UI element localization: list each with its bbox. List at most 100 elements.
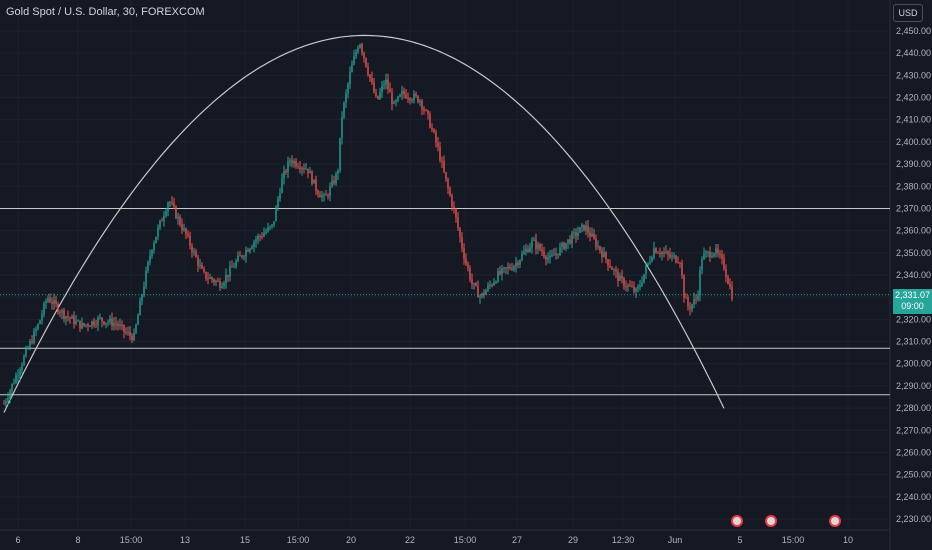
price-tick-label: 2,410.00	[896, 115, 931, 125]
candle-body	[47, 298, 49, 302]
candle-body	[557, 253, 559, 256]
candle-body	[23, 356, 25, 365]
candle-body	[335, 173, 337, 184]
candle-body	[649, 261, 651, 263]
time-axis[interactable]: 6 8 15:00 13 15 15:00 20 22 15:00 27 29 12:30 Jun 5 15…	[15, 535, 853, 545]
event-icon[interactable]	[731, 515, 743, 527]
candle-body	[573, 232, 575, 234]
candle-body	[273, 221, 275, 225]
price-tick-label: 2,240.00	[896, 492, 931, 502]
candle-body	[197, 257, 199, 266]
candle-body	[265, 231, 267, 234]
candle-body	[355, 52, 357, 57]
candle-body	[261, 236, 263, 238]
candle-body	[505, 267, 507, 269]
candle-body	[423, 108, 425, 111]
candle-body	[579, 227, 581, 233]
candle-body	[121, 324, 123, 326]
event-icon[interactable]	[765, 515, 777, 527]
candle-body	[321, 195, 323, 198]
candle-body	[461, 236, 463, 249]
candle-body	[183, 228, 185, 230]
candle-body	[725, 269, 727, 277]
candle-body	[207, 278, 209, 280]
candle-body	[493, 282, 495, 286]
candle-body	[365, 58, 367, 67]
candle-body	[409, 98, 411, 101]
candle-body	[285, 170, 287, 173]
arc-drawing	[3, 34, 725, 413]
time-tick-label: 15	[240, 535, 250, 545]
candle-body	[729, 284, 731, 287]
candle-body	[481, 293, 483, 297]
candle-body	[17, 375, 19, 377]
candle-body	[553, 254, 555, 256]
candle-body	[171, 202, 173, 204]
candle-body	[683, 275, 685, 298]
candle-body	[591, 233, 593, 237]
candle-body	[379, 92, 381, 99]
candle-body	[287, 161, 289, 173]
candle-body	[391, 92, 393, 104]
candle-body	[31, 341, 33, 343]
price-tick-label: 2,400.00	[896, 137, 931, 147]
candle-body	[675, 255, 677, 263]
candle-body	[609, 265, 611, 268]
candle-body	[381, 85, 383, 93]
candle-body	[293, 160, 295, 164]
candle-body	[211, 277, 213, 280]
candle-body	[141, 295, 143, 301]
candle-body	[459, 228, 461, 237]
time-tick-label: 13	[180, 535, 190, 545]
candle-body	[97, 317, 99, 326]
candle-body	[529, 247, 531, 252]
candle-body	[501, 268, 503, 274]
candle-body	[413, 93, 415, 101]
candle-body	[67, 316, 69, 318]
candle-body	[155, 236, 157, 244]
candle-body	[313, 179, 315, 184]
candle-body	[243, 256, 245, 258]
candle-body	[301, 168, 303, 170]
candle-body	[519, 260, 521, 265]
candle-body	[337, 170, 339, 174]
candle-body	[633, 286, 635, 292]
candle-body	[691, 304, 693, 310]
candle-body	[449, 188, 451, 196]
candle-body	[297, 166, 299, 168]
price-tick-label: 2,350.00	[896, 248, 931, 258]
event-icon[interactable]	[829, 515, 841, 527]
candle-body	[3, 403, 5, 405]
candle-body	[203, 268, 205, 272]
candle-body	[359, 44, 361, 48]
price-tick-label: 2,370.00	[896, 203, 931, 213]
currency-button[interactable]: USD	[893, 4, 923, 22]
candle-body	[119, 324, 121, 326]
candle-body	[105, 322, 107, 325]
candle-body	[263, 233, 265, 237]
candle-body	[165, 211, 167, 217]
candle-body	[91, 321, 93, 327]
candle-body	[541, 249, 543, 252]
candle-body	[465, 258, 467, 264]
price-axis[interactable]: 2,230.00 2,240.00 2,250.00 2,260.00 2,270.00…	[896, 26, 931, 524]
candle-body	[687, 297, 689, 307]
candle-body	[445, 172, 447, 180]
candle-body	[495, 281, 497, 283]
candle-body	[699, 269, 701, 296]
candle-body	[317, 190, 319, 195]
candle-body	[99, 317, 101, 319]
candle-body	[581, 224, 583, 228]
candle-body	[441, 160, 443, 162]
candle-body	[709, 251, 711, 258]
candle-body	[137, 315, 139, 325]
candle-body	[549, 255, 551, 258]
candle-body	[689, 306, 691, 310]
drawing-layer[interactable]	[0, 34, 890, 413]
candle-body	[61, 310, 63, 313]
candle-body	[543, 251, 545, 257]
candle-body	[681, 262, 683, 276]
price-tick-label: 2,420.00	[896, 93, 931, 103]
candle-body	[361, 44, 363, 53]
